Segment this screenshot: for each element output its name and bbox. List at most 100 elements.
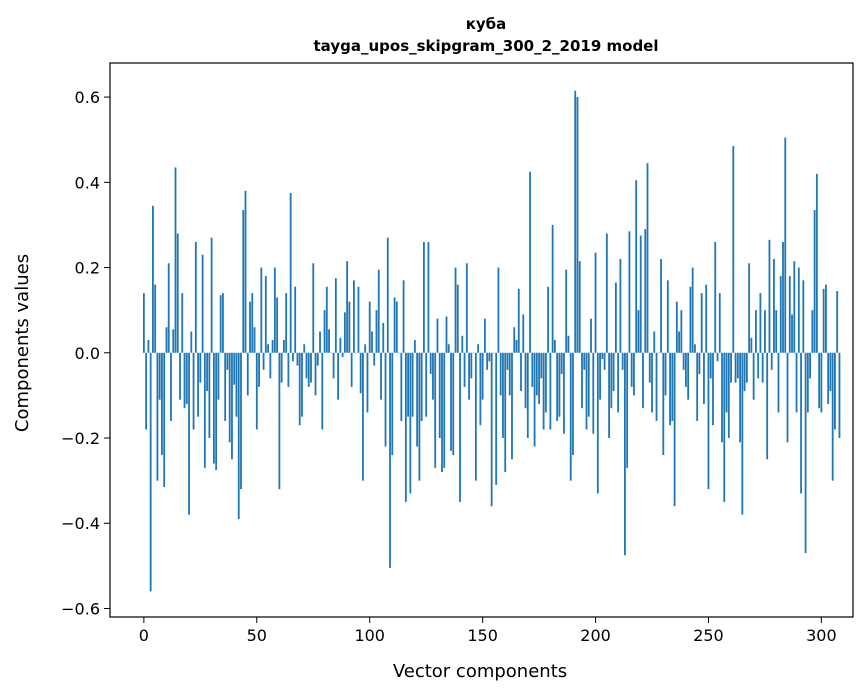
bar <box>502 352 504 439</box>
bar <box>642 352 644 409</box>
bars-group <box>142 90 841 592</box>
bar <box>786 352 789 443</box>
bar <box>271 340 274 353</box>
bar <box>601 352 604 360</box>
bar <box>556 352 559 421</box>
bar <box>233 352 236 385</box>
bar <box>208 352 211 439</box>
bar <box>156 352 159 481</box>
bar <box>504 352 507 473</box>
bar <box>800 352 802 494</box>
bar <box>237 352 240 519</box>
bar <box>246 352 249 396</box>
bar <box>190 331 193 353</box>
bar <box>563 352 565 434</box>
bar <box>721 352 723 443</box>
bar <box>553 340 556 353</box>
bar <box>427 241 430 353</box>
bar <box>743 352 746 392</box>
bar <box>276 297 279 353</box>
bar <box>474 352 477 481</box>
bar <box>253 327 256 353</box>
bar <box>727 352 730 439</box>
bar <box>655 352 658 421</box>
bar <box>185 352 188 404</box>
bar <box>757 352 760 379</box>
bar <box>404 352 407 502</box>
bar <box>325 286 328 353</box>
bar <box>468 352 470 400</box>
bar <box>432 352 434 400</box>
bar <box>267 344 269 353</box>
bar <box>296 352 299 366</box>
y-tick-label: 0.6 <box>75 88 100 107</box>
bar <box>759 293 762 353</box>
bar <box>578 261 581 353</box>
bar <box>809 352 811 379</box>
bar <box>802 280 805 353</box>
bar <box>391 352 394 456</box>
bar <box>170 352 172 421</box>
bar <box>292 352 294 362</box>
bar <box>714 241 717 353</box>
x-tick-label: 300 <box>806 626 837 645</box>
bar <box>350 352 353 387</box>
bar <box>443 352 446 468</box>
bar <box>526 352 529 439</box>
bar <box>323 310 326 353</box>
bar <box>635 180 638 353</box>
bar <box>544 352 547 413</box>
bar <box>815 173 818 353</box>
bar <box>619 259 622 353</box>
bar <box>413 340 416 353</box>
bar <box>599 352 601 400</box>
bar <box>506 352 509 370</box>
bar <box>605 233 608 353</box>
bar <box>782 241 784 353</box>
bar <box>436 318 439 353</box>
bar <box>280 352 283 383</box>
bar <box>289 192 292 353</box>
bar <box>226 352 229 370</box>
bar <box>560 352 563 375</box>
bar <box>357 286 360 353</box>
bar <box>705 284 708 353</box>
bar <box>343 312 346 353</box>
bar <box>206 352 209 392</box>
x-tick-label: 100 <box>354 626 385 645</box>
plot-frame <box>109 62 854 618</box>
bar <box>664 352 667 396</box>
bar <box>639 235 642 353</box>
y-tick-label: 0.4 <box>75 173 100 192</box>
bar <box>321 352 324 430</box>
bar <box>149 352 152 592</box>
bar <box>687 352 690 400</box>
bar <box>576 97 579 353</box>
bar <box>332 352 335 379</box>
bar <box>434 352 437 468</box>
x-tick-label: 200 <box>580 626 611 645</box>
bar <box>691 267 694 353</box>
bar <box>637 310 640 353</box>
bar <box>203 352 206 468</box>
bar <box>362 352 364 481</box>
bar <box>829 352 832 392</box>
bar <box>152 205 154 353</box>
bar <box>540 352 543 379</box>
bar <box>581 352 583 409</box>
bar <box>219 295 222 353</box>
bar <box>188 352 190 515</box>
bar <box>423 241 425 353</box>
bar <box>723 352 726 502</box>
bar <box>488 352 491 362</box>
bar <box>425 352 428 417</box>
bar <box>511 352 513 460</box>
bar <box>339 337 342 353</box>
bar <box>452 352 455 456</box>
bar <box>222 293 224 353</box>
bar <box>779 276 782 353</box>
bar <box>508 352 511 396</box>
bar <box>303 344 306 353</box>
bar <box>158 352 161 400</box>
bar <box>718 293 721 353</box>
